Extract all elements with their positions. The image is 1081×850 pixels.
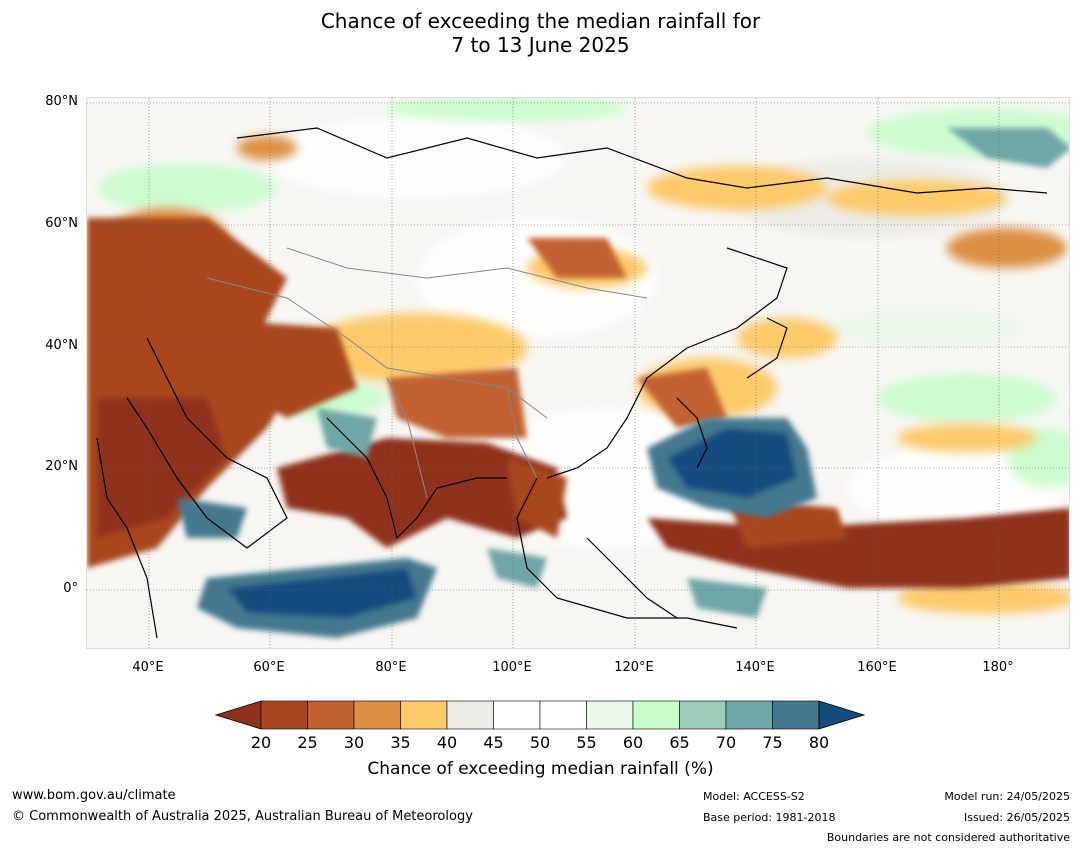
footer-issued: Issued: 26/05/2025 — [963, 811, 1070, 824]
map-canvas — [87, 98, 1069, 648]
lon-label-80e: 80°E — [375, 660, 407, 675]
colorbar-tick-label: 30 — [343, 733, 365, 752]
colorbar-cell — [632, 700, 680, 730]
colorbar-tick-label: 25 — [297, 733, 318, 752]
colorbar-tick-label: 45 — [483, 733, 504, 752]
colorbar-cell — [725, 700, 773, 730]
footer-model: Model: ACCESS-S2 — [703, 790, 805, 803]
colorbar-tick-label: 35 — [390, 733, 411, 752]
colorbar-cell — [679, 700, 727, 730]
dry-regions — [87, 218, 1069, 588]
lon-label-140e: 140°E — [735, 660, 775, 675]
colorbar-tick-label: 50 — [529, 733, 551, 752]
lat-label-80n: 80°N — [45, 94, 78, 109]
map-title: Chance of exceeding the median rainfall … — [0, 9, 1081, 57]
lon-label-160e: 160°E — [857, 660, 897, 675]
colorbar-cell — [260, 700, 308, 730]
colorbar-cell — [353, 700, 401, 730]
colorbar-cell — [539, 700, 587, 730]
lon-label-40e: 40°E — [132, 660, 164, 675]
colorbar-tick-label: 20 — [250, 733, 272, 752]
colorbar-extend-low — [215, 700, 262, 730]
lon-label-60e: 60°E — [253, 660, 285, 675]
colorbar-cell — [446, 700, 494, 730]
colorbar — [215, 700, 866, 730]
lat-label-60n: 60°N — [45, 216, 78, 231]
colorbar-cell — [586, 700, 634, 730]
lat-label-0: 0° — [63, 581, 78, 596]
colorbar-title: Chance of exceeding median rainfall (%) — [367, 759, 714, 779]
lon-label-120e: 120°E — [614, 660, 654, 675]
country-borders — [206, 247, 648, 499]
footer-copyright: © Commonwealth of Australia 2025, Austra… — [12, 809, 473, 824]
colorbar-tick-label: 55 — [576, 733, 597, 752]
footer-base-period: Base period: 1981-2018 — [703, 811, 836, 824]
footer-model-run: Model run: 24/05/2025 — [944, 790, 1070, 803]
colorbar-tick-label: 40 — [436, 733, 458, 752]
colorbar-cell — [400, 700, 448, 730]
colorbar-cell — [307, 700, 355, 730]
colorbar-tick-label: 70 — [715, 733, 737, 752]
colorbar-cell — [772, 700, 820, 730]
colorbar-cell — [493, 700, 541, 730]
map-title-line1: Chance of exceeding the median rainfall … — [320, 9, 761, 33]
rainfall-map — [86, 97, 1070, 649]
colorbar-tick-label: 75 — [762, 733, 783, 752]
lat-label-40n: 40°N — [45, 338, 78, 353]
lon-label-100e: 100°E — [492, 660, 532, 675]
graticule — [87, 98, 1069, 648]
colorbar-cells — [215, 700, 866, 730]
lon-label-180: 180° — [982, 660, 1014, 675]
lat-label-20n: 20°N — [45, 459, 78, 474]
colorbar-extend-high — [818, 700, 866, 730]
map-title-line2: 7 to 13 June 2025 — [451, 33, 630, 57]
coastlines — [96, 127, 1048, 639]
colorbar-tick-label: 60 — [622, 733, 644, 752]
colorbar-tick-label: 80 — [808, 733, 830, 752]
colorbar-tick-label: 65 — [669, 733, 690, 752]
footer-disclaimer: Boundaries are not considered authoritat… — [826, 831, 1070, 844]
footer-website[interactable]: www.bom.gov.au/climate — [12, 788, 176, 803]
